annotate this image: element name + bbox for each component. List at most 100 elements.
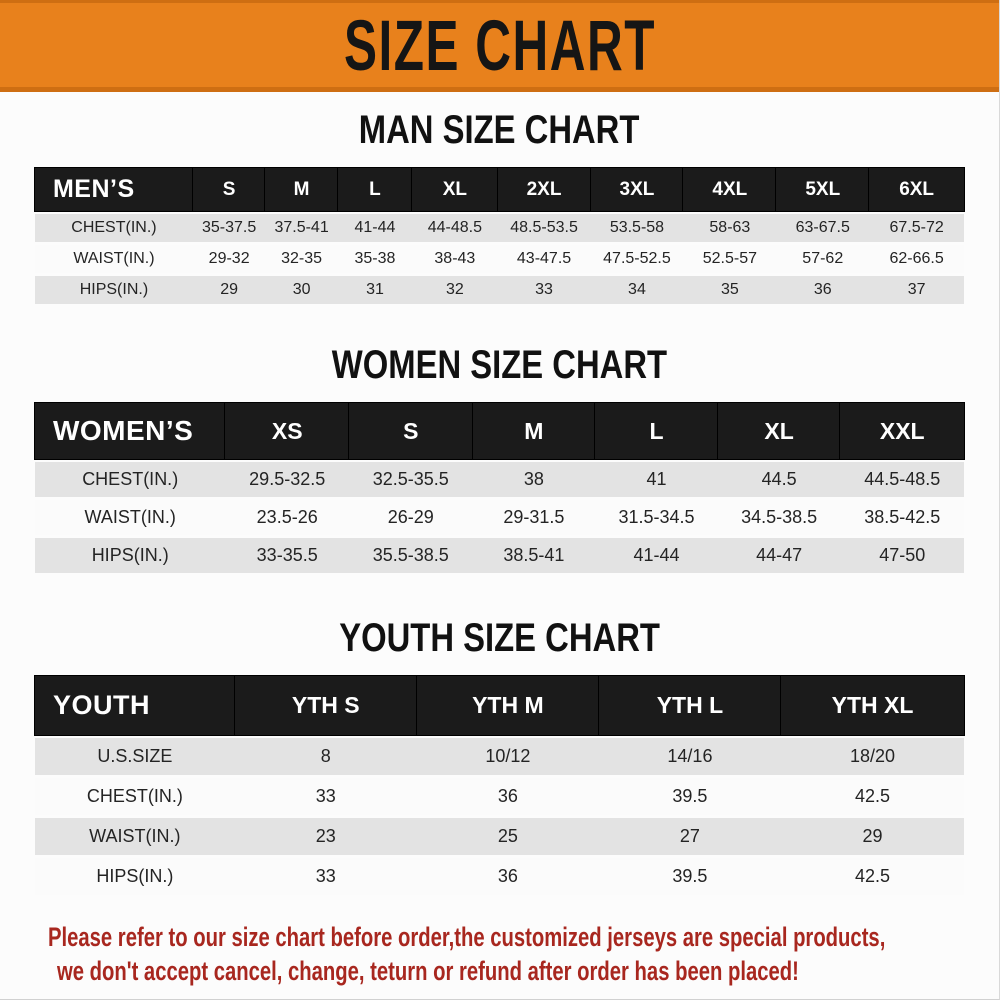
men-section: MAN SIZE CHART MEN’S S M L XL 2XL 3XL 4XL 5XL 6XL… xyxy=(0,108,999,307)
data-cell: 63-67.5 xyxy=(776,214,870,242)
youth-section-heading: YOUTH SIZE CHART xyxy=(0,616,999,661)
data-cell: 37 xyxy=(869,276,965,304)
data-cell: 44-48.5 xyxy=(412,214,498,242)
data-cell: 43-47.5 xyxy=(497,245,591,273)
data-cell: 48.5-53.5 xyxy=(497,214,591,242)
women-section: WOMEN SIZE CHART WOMEN’S XS S M L XL XXL CHEST(… xyxy=(0,343,999,576)
men-section-heading-text: MAN SIZE CHART xyxy=(359,108,640,152)
women-size-table: WOMEN’S XS S M L XL XXL CHEST(IN.) 29.5-32.5 32.5… xyxy=(34,400,965,576)
data-cell: 14/16 xyxy=(598,738,781,775)
notice-line-2: we don't accept cancel, change, teturn o… xyxy=(57,956,799,987)
table-row: CHEST(IN.) 33 36 39.5 42.5 xyxy=(34,778,965,815)
data-cell: 41-44 xyxy=(337,214,413,242)
banner-title: SIZE CHART xyxy=(343,5,656,85)
data-cell: 29-31.5 xyxy=(472,500,596,535)
data-cell: 38.5-41 xyxy=(472,538,596,573)
men-section-heading: MAN SIZE CHART xyxy=(0,108,999,153)
table-row: HIPS(IN.) 29 30 31 32 33 34 35 36 37 xyxy=(34,276,965,304)
data-cell: 32-35 xyxy=(265,245,338,273)
size-header-cell: M xyxy=(265,168,338,211)
size-header-cell: 2XL xyxy=(497,168,591,211)
data-cell: 41-44 xyxy=(595,538,718,573)
size-header-cell: L xyxy=(595,403,718,459)
data-cell: 35 xyxy=(683,276,777,304)
data-cell: 38 xyxy=(472,462,596,497)
row-label: WAIST(IN.) xyxy=(34,818,235,855)
row-label: CHEST(IN.) xyxy=(34,214,193,242)
table-row: WAIST(IN.) 23.5-26 26-29 29-31.5 31.5-34.5 34… xyxy=(34,500,965,535)
size-header-cell: YTH M xyxy=(416,676,599,735)
table-title-cell: YOUTH xyxy=(34,676,235,735)
row-label: CHEST(IN.) xyxy=(34,778,235,815)
data-cell: 35.5-38.5 xyxy=(348,538,473,573)
size-header-cell: M xyxy=(472,403,596,459)
data-cell: 26-29 xyxy=(348,500,473,535)
row-label: HIPS(IN.) xyxy=(34,538,226,573)
table-title-cell: MEN’S xyxy=(34,168,193,211)
data-cell: 47.5-52.5 xyxy=(590,245,684,273)
data-cell: 39.5 xyxy=(598,778,781,815)
data-cell: 57-62 xyxy=(776,245,870,273)
footer-notice-text: Please refer to our size chart before or… xyxy=(48,920,885,988)
data-cell: 44.5 xyxy=(717,462,841,497)
table-header-row: MEN’S S M L XL 2XL 3XL 4XL 5XL 6XL xyxy=(34,168,965,211)
youth-size-table: YOUTH YTH S YTH M YTH L YTH XL U.S.SIZE 8 10/12… xyxy=(34,673,965,898)
row-label: U.S.SIZE xyxy=(34,738,235,775)
size-header-cell: L xyxy=(337,168,413,211)
size-header-cell: XL xyxy=(412,168,498,211)
data-cell: 58-63 xyxy=(683,214,777,242)
size-header-cell: XL xyxy=(717,403,841,459)
data-cell: 62-66.5 xyxy=(869,245,965,273)
table-row: HIPS(IN.) 33-35.5 35.5-38.5 38.5-41 41-44 44-… xyxy=(34,538,965,573)
size-header-cell: S xyxy=(348,403,473,459)
data-cell: 39.5 xyxy=(598,858,781,895)
data-cell: 42.5 xyxy=(780,778,965,815)
data-cell: 42.5 xyxy=(780,858,965,895)
data-cell: 41 xyxy=(595,462,718,497)
table-header-row: WOMEN’S XS S M L XL XXL xyxy=(34,403,965,459)
size-header-cell: XXL xyxy=(840,403,965,459)
table-row: U.S.SIZE 8 10/12 14/16 18/20 xyxy=(34,738,965,775)
men-size-table: MEN’S S M L XL 2XL 3XL 4XL 5XL 6XL CHEST(IN.) 35-37… xyxy=(34,165,965,307)
data-cell: 33 xyxy=(497,276,591,304)
data-cell: 36 xyxy=(776,276,870,304)
youth-section: YOUTH SIZE CHART YOUTH YTH S YTH M YTH L YTH… xyxy=(0,616,999,898)
table-row: HIPS(IN.) 33 36 39.5 42.5 xyxy=(34,858,965,895)
size-header-cell: 5XL xyxy=(776,168,870,211)
data-cell: 23.5-26 xyxy=(225,500,349,535)
row-label: CHEST(IN.) xyxy=(34,462,226,497)
table-row: CHEST(IN.) 35-37.5 37.5-41 41-44 44-48.5 48.5… xyxy=(34,214,965,242)
data-cell: 52.5-57 xyxy=(683,245,777,273)
data-cell: 33 xyxy=(234,858,417,895)
data-cell: 31 xyxy=(337,276,413,304)
data-cell: 29-32 xyxy=(192,245,266,273)
size-header-cell: XS xyxy=(225,403,349,459)
size-header-cell: YTH L xyxy=(598,676,781,735)
data-cell: 31.5-34.5 xyxy=(595,500,718,535)
data-cell: 29 xyxy=(780,818,965,855)
footer-notice: Please refer to our size chart before or… xyxy=(0,920,999,988)
data-cell: 34.5-38.5 xyxy=(717,500,841,535)
data-cell: 29.5-32.5 xyxy=(225,462,349,497)
row-label: WAIST(IN.) xyxy=(34,500,226,535)
data-cell: 10/12 xyxy=(416,738,599,775)
size-header-cell: 4XL xyxy=(683,168,777,211)
table-row: WAIST(IN.) 29-32 32-35 35-38 38-43 43-47.5 47.… xyxy=(34,245,965,273)
size-header-cell: 6XL xyxy=(869,168,965,211)
banner: SIZE CHART xyxy=(0,0,999,92)
data-cell: 44.5-48.5 xyxy=(840,462,965,497)
data-cell: 44-47 xyxy=(717,538,841,573)
row-label: HIPS(IN.) xyxy=(34,858,235,895)
size-header-cell: S xyxy=(192,168,266,211)
data-cell: 67.5-72 xyxy=(869,214,965,242)
table-title-cell: WOMEN’S xyxy=(34,403,226,459)
data-cell: 47-50 xyxy=(840,538,965,573)
data-cell: 27 xyxy=(598,818,781,855)
row-label: HIPS(IN.) xyxy=(34,276,193,304)
data-cell: 33 xyxy=(234,778,417,815)
data-cell: 30 xyxy=(265,276,338,304)
data-cell: 33-35.5 xyxy=(225,538,349,573)
data-cell: 23 xyxy=(234,818,417,855)
data-cell: 35-38 xyxy=(337,245,413,273)
